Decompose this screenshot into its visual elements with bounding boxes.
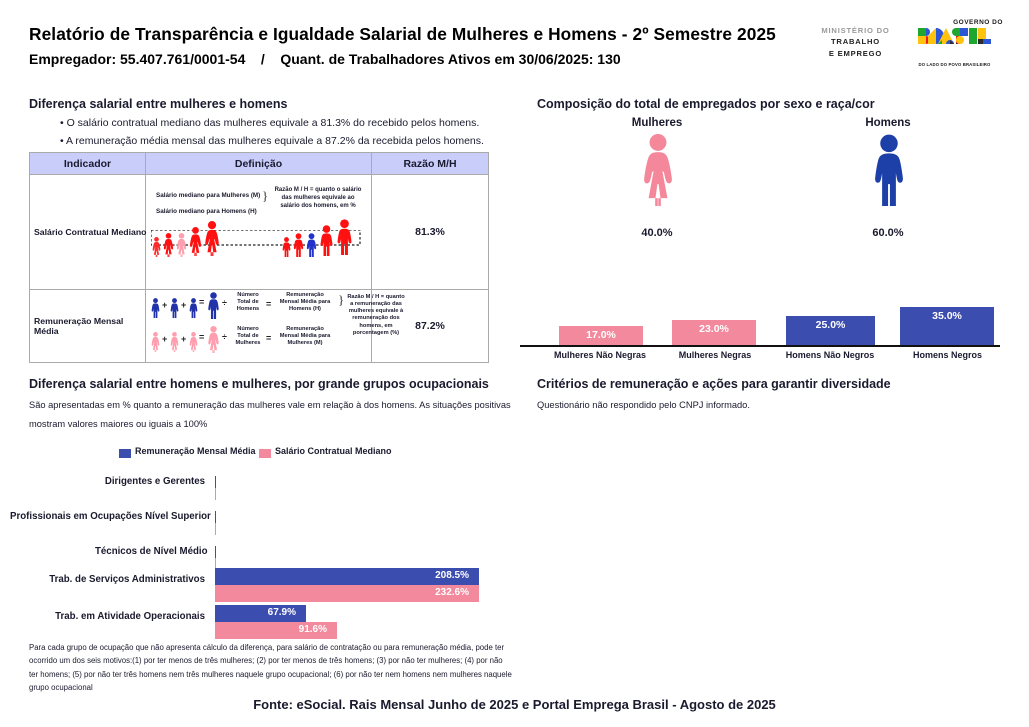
svg-text:DO LADO DO POVO BRASILEIRO: DO LADO DO POVO BRASILEIRO: [919, 62, 991, 67]
svg-text:GOVERNO DO: GOVERNO DO: [953, 19, 1003, 26]
